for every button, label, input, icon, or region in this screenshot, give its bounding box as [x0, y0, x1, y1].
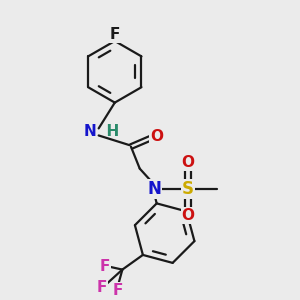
Text: H: H — [96, 124, 120, 140]
Text: N: N — [148, 180, 161, 198]
Text: N: N — [84, 124, 96, 140]
Text: O: O — [182, 208, 195, 223]
Text: O: O — [150, 129, 163, 144]
Text: F: F — [97, 280, 107, 295]
Text: F: F — [100, 259, 110, 274]
Text: O: O — [182, 155, 195, 170]
Text: F: F — [113, 283, 123, 298]
Text: S: S — [182, 180, 194, 198]
Text: F: F — [110, 27, 120, 42]
